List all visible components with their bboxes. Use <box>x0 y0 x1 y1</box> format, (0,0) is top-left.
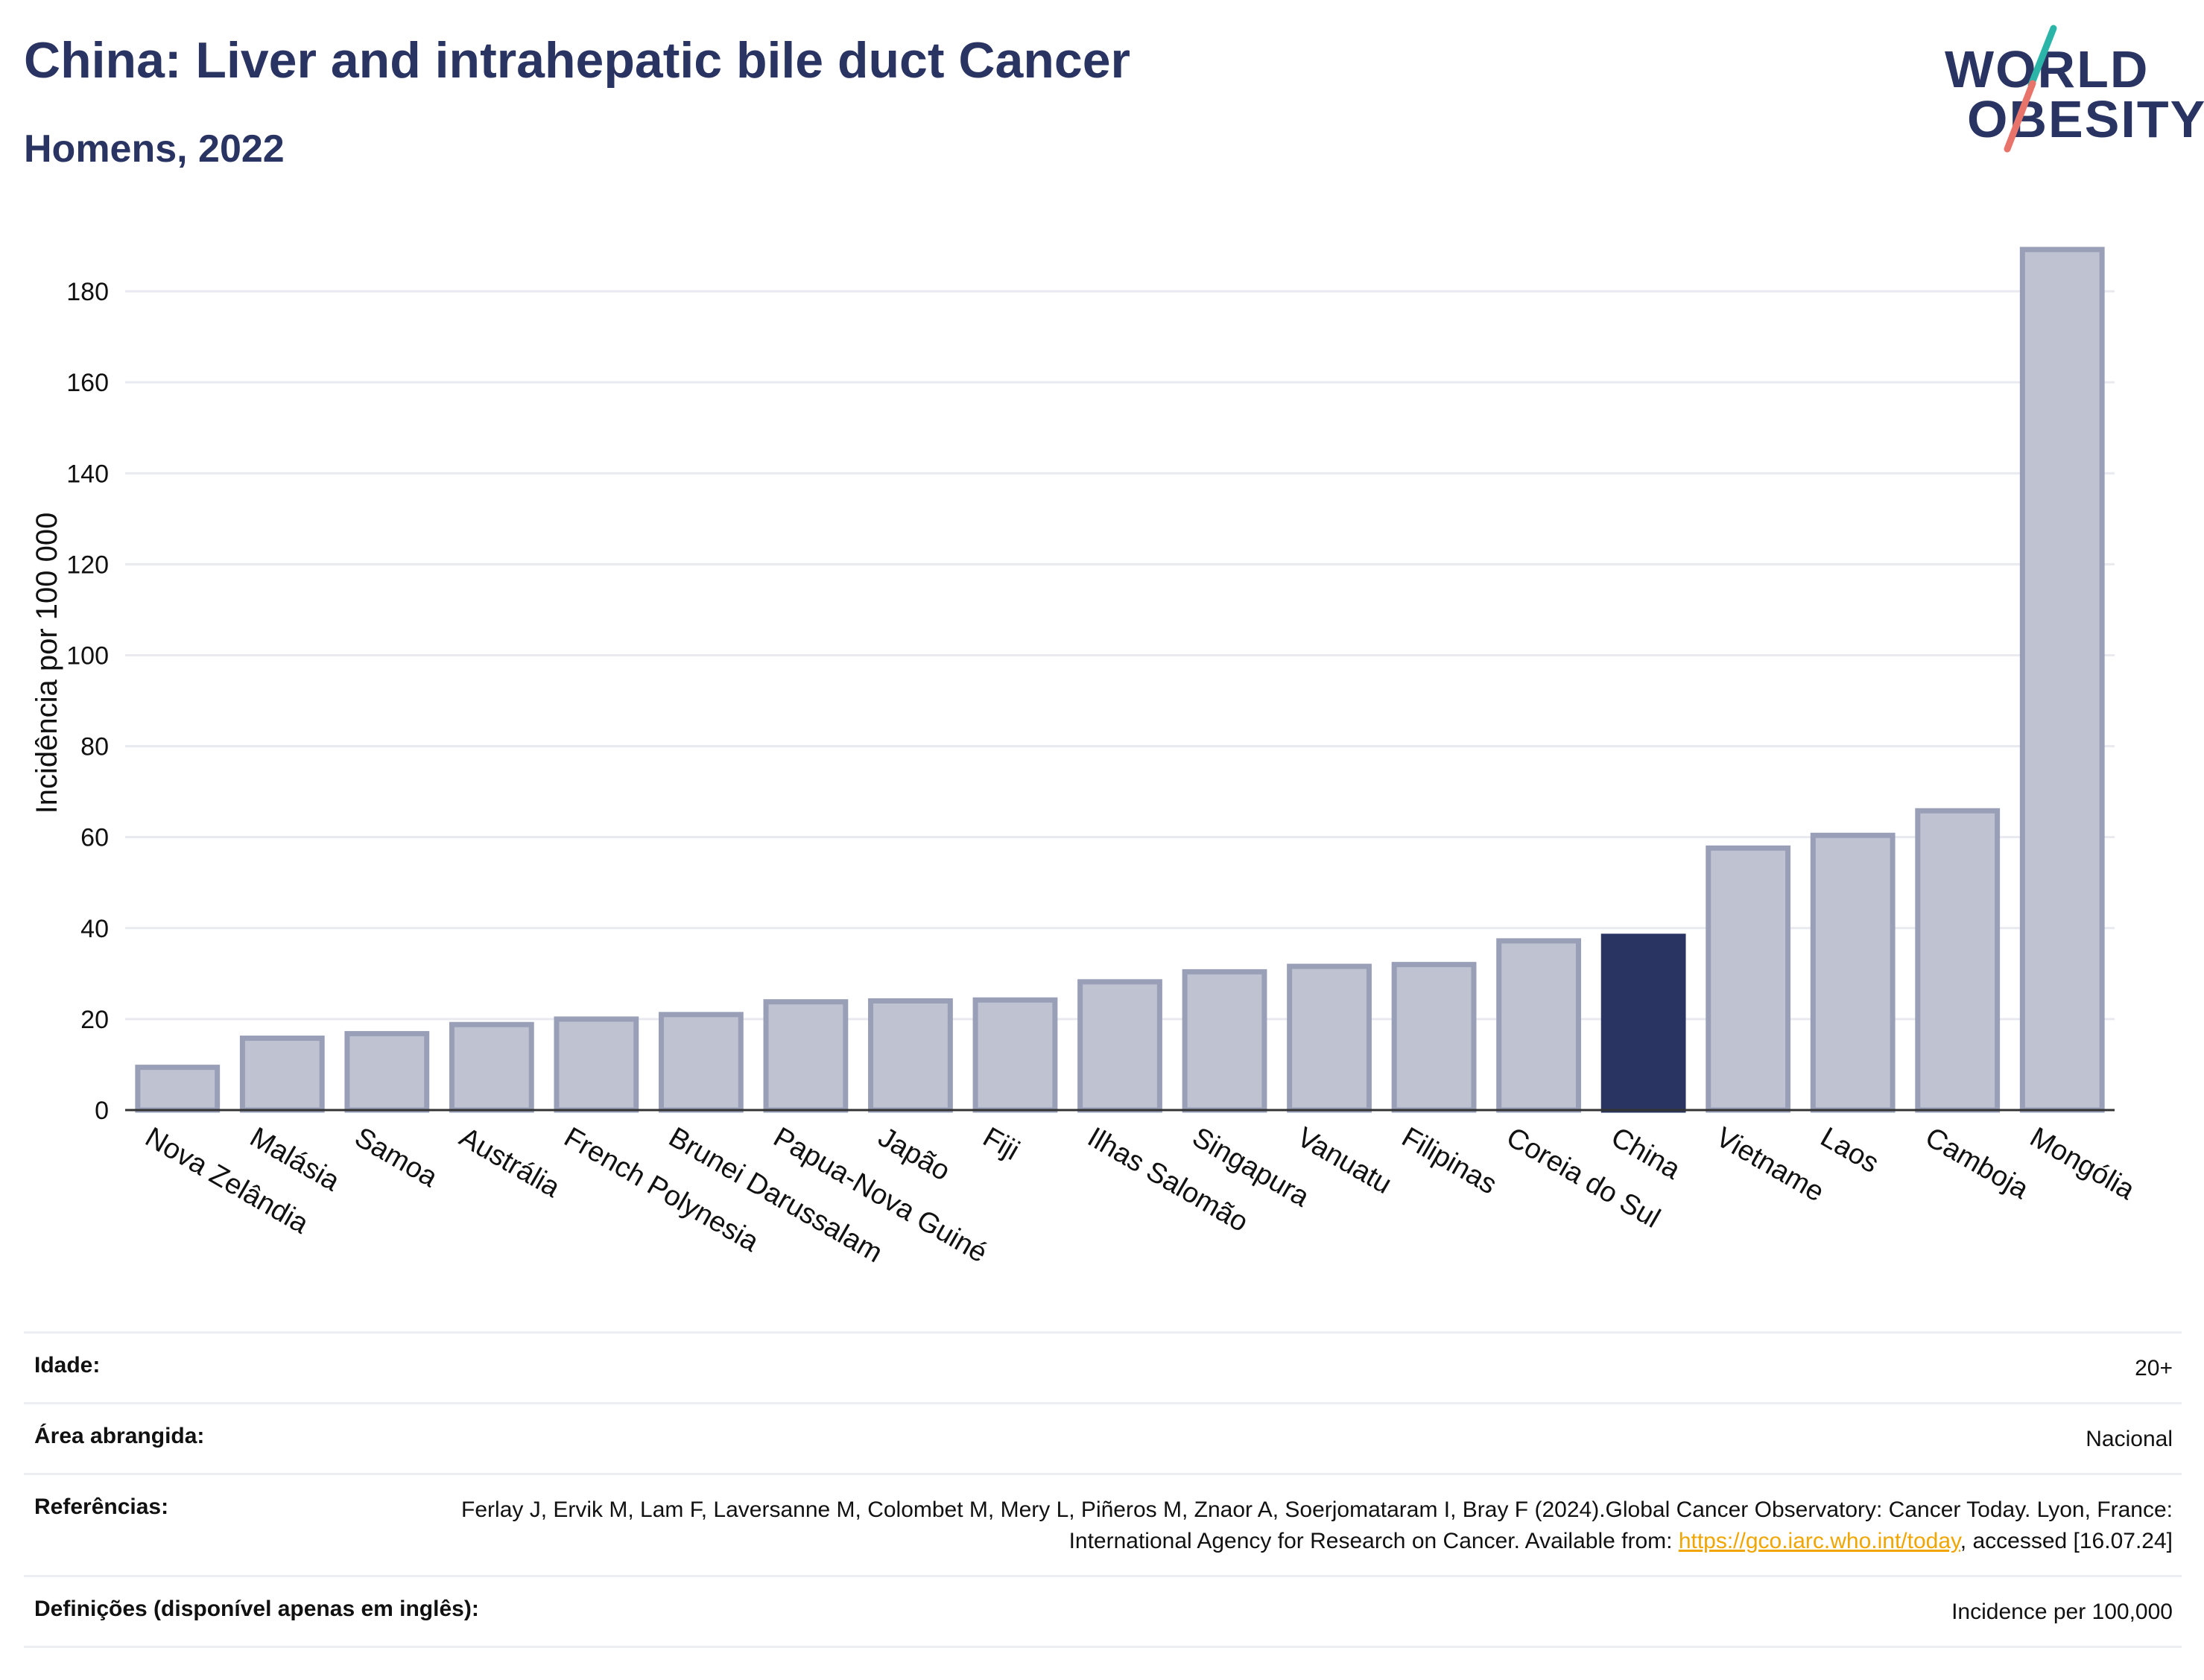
x-tick-label: French Polynesia <box>559 1121 764 1258</box>
y-axis-ticks: 0 20 40 60 80 100 120 140 160 180 <box>66 278 109 1125</box>
logo-text-obesity: OBESITY <box>1967 90 2204 148</box>
x-tick-label: Mongólia <box>2024 1121 2140 1206</box>
chart-title: China: Liver and intrahepatic bile duct … <box>24 32 1130 89</box>
area-label: Área abrangida: <box>34 1424 205 1448</box>
info-row-age: Idade: 20+ <box>24 1331 2182 1402</box>
bar-nova-zel-ndia[interactable] <box>135 1065 221 1113</box>
x-tick-label: Laos <box>1815 1121 1884 1179</box>
references-accessed: , accessed [16.07.24] <box>1960 1529 2173 1553</box>
y-tick-label: 40 <box>80 915 109 943</box>
y-tick-label: 100 <box>66 641 109 670</box>
bar-jap-o[interactable] <box>868 998 953 1113</box>
bar-ilhas-salom-o[interactable] <box>1077 979 1162 1113</box>
bar-papua-nova-guin-[interactable] <box>763 999 849 1113</box>
y-tick-label: 60 <box>80 824 109 852</box>
definitions-label: Definições (disponível apenas em inglês)… <box>34 1597 479 1621</box>
x-tick-label: Samoa <box>349 1121 443 1194</box>
bar-mal-sia[interactable] <box>239 1036 325 1113</box>
bar-china[interactable] <box>1600 933 1686 1113</box>
bar-fiji[interactable] <box>972 997 1058 1113</box>
bar-mong-lia[interactable] <box>2019 247 2105 1113</box>
y-tick-label: 20 <box>80 1006 109 1034</box>
bar-coreia-do-sul[interactable] <box>1496 938 1582 1113</box>
x-tick-label: Japão <box>873 1121 955 1187</box>
info-table: Idade: 20+ Área abrangida: Nacional Refe… <box>24 1331 2182 1648</box>
logo-slash-icon <box>2004 25 2057 153</box>
y-tick-label: 80 <box>80 733 109 761</box>
y-tick-label: 180 <box>66 278 109 306</box>
info-row-area: Área abrangida: Nacional <box>24 1402 2182 1473</box>
world-obesity-logo[interactable]: WORLD OBESITY <box>1945 22 2204 156</box>
y-tick-label: 160 <box>66 369 109 397</box>
bar-samoa[interactable] <box>344 1030 430 1113</box>
y-axis-title: Incidência por 100 000 <box>31 513 63 814</box>
bars <box>135 247 2105 1113</box>
references-text: Ferlay J, Ervik M, Lam F, Laversanne M, … <box>461 1497 2173 1553</box>
bar-filipinas[interactable] <box>1391 962 1477 1113</box>
bar-vietname[interactable] <box>1706 845 1791 1113</box>
definitions-value: Incidence per 100,000 <box>1951 1600 2173 1624</box>
area-value: Nacional <box>2086 1427 2173 1451</box>
bar-brunei-darussalam[interactable] <box>658 1012 744 1113</box>
bar-camboja[interactable] <box>1915 808 2001 1113</box>
references-link[interactable]: https://gco.iarc.who.int/today <box>1678 1529 1960 1553</box>
x-tick-label: Camboja <box>1920 1121 2034 1205</box>
bar-singapura[interactable] <box>1182 969 1267 1113</box>
info-row-references: Referências: Ferlay J, Ervik M, Lam F, L… <box>24 1473 2182 1575</box>
x-tick-label: Filipinas <box>1396 1121 1502 1200</box>
bar-austr-lia[interactable] <box>449 1021 534 1113</box>
info-row-definitions: Definições (disponível apenas em inglês)… <box>24 1575 2182 1648</box>
age-label: Idade: <box>34 1353 101 1378</box>
x-tick-label: Austrália <box>454 1121 566 1204</box>
references-label: Referências: <box>34 1494 169 1519</box>
references-value: Ferlay J, Ervik M, Lam F, Laversanne M, … <box>459 1494 2173 1557</box>
x-tick-label: Vietname <box>1711 1121 1829 1208</box>
y-tick-label: 140 <box>66 460 109 488</box>
bar-laos[interactable] <box>1810 832 1896 1113</box>
bar-french-polynesia[interactable] <box>554 1016 639 1113</box>
grid-lines <box>125 290 2115 1021</box>
bar-vanuatu[interactable] <box>1287 963 1372 1113</box>
y-tick-label: 0 <box>95 1097 109 1125</box>
x-tick-label: China <box>1606 1121 1686 1185</box>
y-tick-label: 120 <box>66 551 109 579</box>
x-tick-label: Fiji <box>978 1121 1025 1167</box>
bar-chart: 0 20 40 60 80 100 120 140 160 180 Nova ZelândiaMa… <box>31 247 2141 1269</box>
chart-subtitle: Homens, 2022 <box>24 127 285 171</box>
age-value: 20+ <box>2135 1356 2173 1381</box>
